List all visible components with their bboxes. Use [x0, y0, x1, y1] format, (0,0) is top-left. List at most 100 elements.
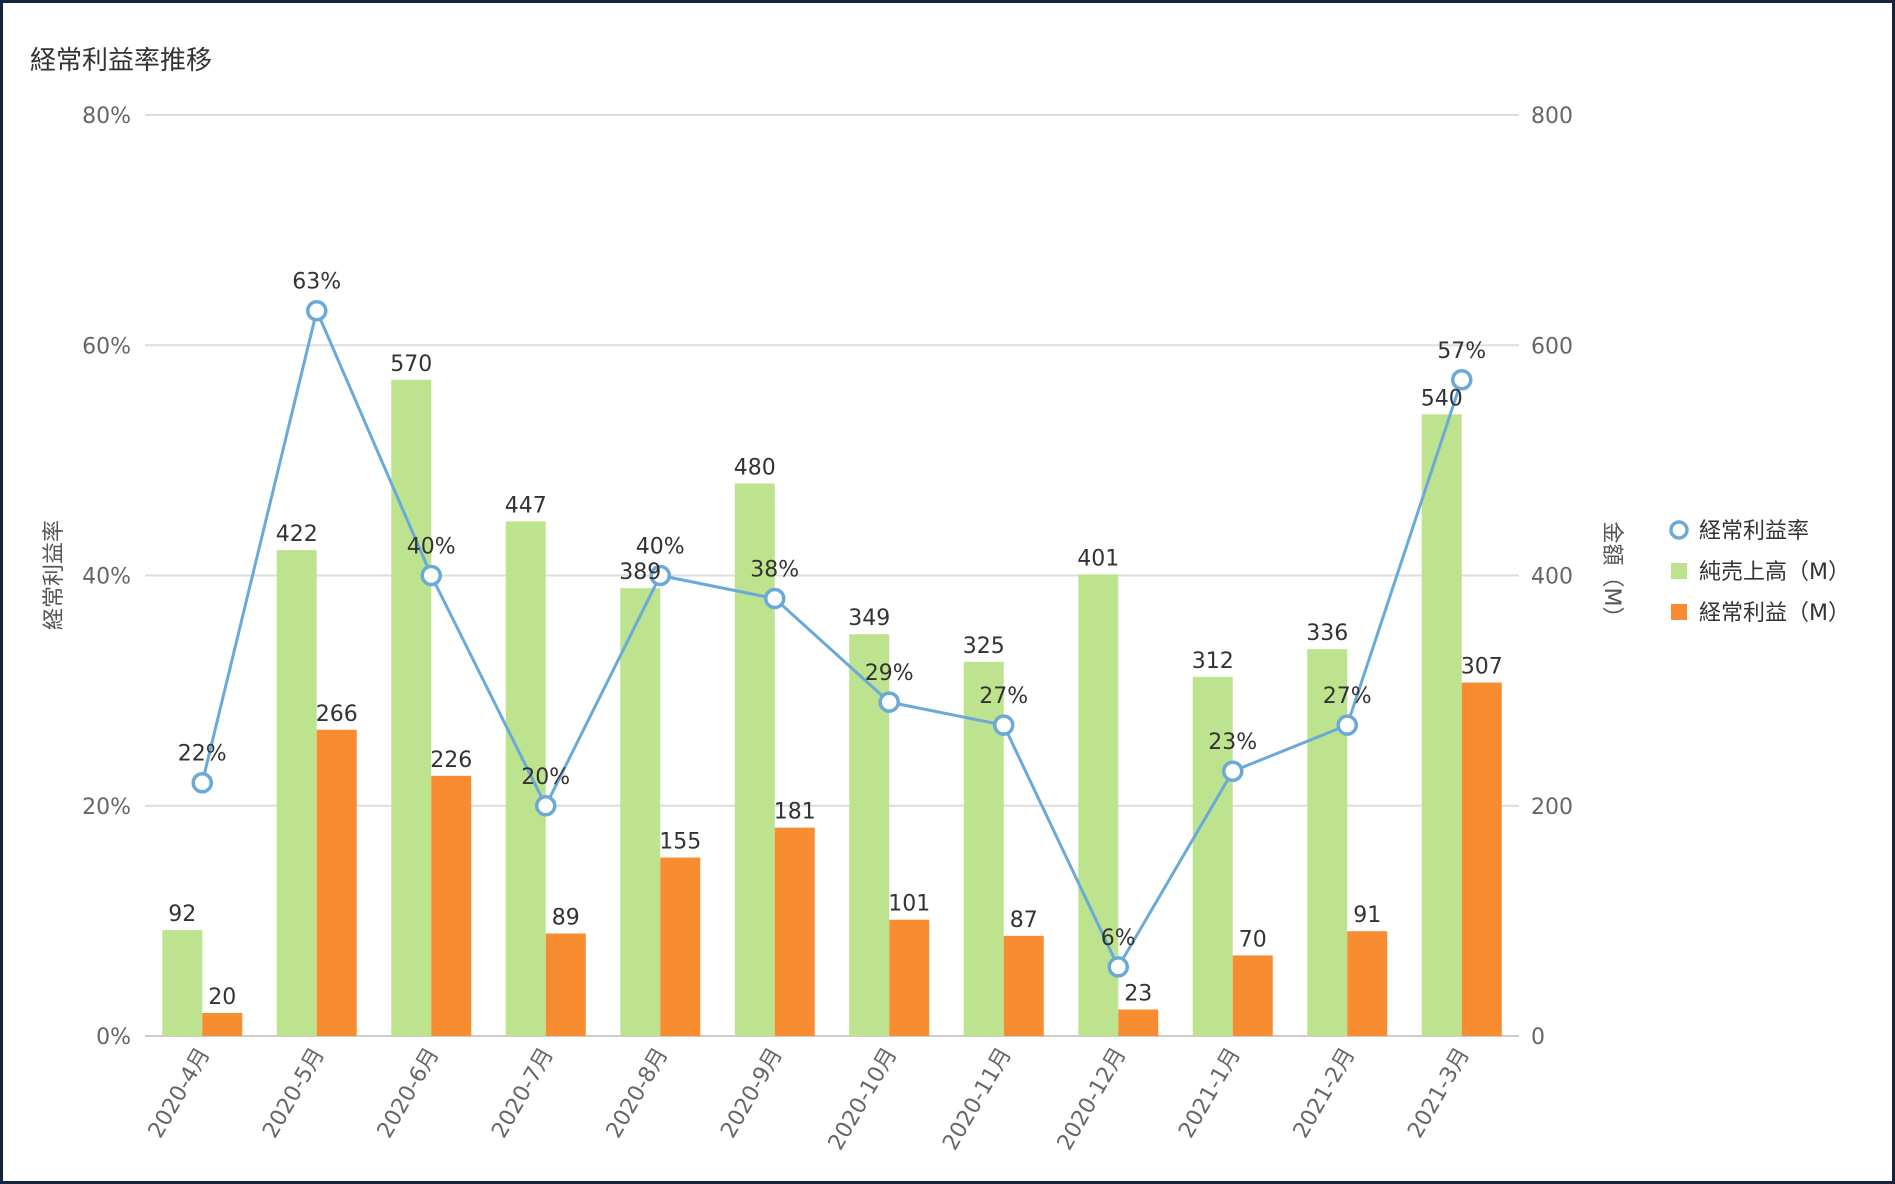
bar-sales: [505, 521, 546, 1036]
rate-point-label: 6%: [1101, 926, 1136, 951]
rate-point: [420, 564, 442, 587]
bar-profit-label: 91: [1353, 903, 1381, 928]
rate-point: [1107, 956, 1129, 978]
rate-point: [878, 691, 900, 713]
bar-sales-label: 336: [1306, 621, 1348, 646]
x-tick-label: 2020-10月: [824, 1044, 903, 1155]
bar-profit: [545, 933, 586, 1036]
bar-profit-label: 89: [552, 906, 580, 931]
bar-profit: [1461, 682, 1502, 1036]
rate-point: [191, 771, 213, 794]
bars: [162, 379, 1502, 1037]
y-right-tick-label: 600: [1531, 334, 1573, 359]
rate-point-label: 27%: [1323, 684, 1372, 709]
rate-point: [1336, 714, 1358, 736]
rate-point: [306, 299, 328, 322]
rate-point-label: 22%: [178, 742, 227, 767]
bar-sales-label: 540: [1421, 386, 1463, 411]
y-right-tick-label: 800: [1531, 104, 1573, 129]
bar-profit-label: 155: [659, 830, 701, 855]
bar-profit-label: 226: [430, 748, 472, 773]
bar-sales-label: 401: [1077, 546, 1119, 571]
grid: [145, 114, 1519, 1037]
rate-line-path: [200, 306, 1464, 971]
bar-profit: [1347, 931, 1388, 1036]
x-tick-label: 2020-8月: [602, 1044, 674, 1143]
chart-canvas: 経常利益率推移 92 20 422 266 570 226 447 89 389 155 480 18…: [30, 46, 1850, 1155]
bar-profit-label: 87: [1010, 908, 1038, 933]
bar-sales: [1307, 649, 1348, 1036]
bar-sales-label: 92: [168, 902, 196, 927]
y-left-tick-label: 80%: [82, 104, 131, 129]
bar-profit-label: 20: [208, 985, 236, 1010]
rate-point-label: 40%: [636, 535, 685, 560]
bar-profit: [1003, 935, 1044, 1036]
bar-profit-label: 266: [316, 702, 358, 727]
legend-label: 経常利益（M）: [1699, 601, 1850, 626]
y-right-tick-label: 200: [1531, 795, 1573, 820]
bar-sales: [276, 550, 317, 1036]
rate-point-label: 29%: [865, 661, 914, 686]
data-labels: 92 20 422 266 570 226 447 89 389 155 480 181 349 101 3…: [168, 270, 1503, 1010]
rate-point-label: 27%: [979, 684, 1028, 709]
bar-sales-label: 447: [505, 493, 547, 518]
x-tick-label: 2020-5月: [258, 1044, 330, 1143]
bar-profit-label: 70: [1239, 927, 1267, 952]
rate-point: [649, 564, 671, 587]
bar-sales-label: 570: [390, 352, 432, 377]
bar-sales-label: 312: [1192, 649, 1234, 674]
bar-profit: [431, 775, 472, 1036]
rate-point: [535, 795, 557, 817]
x-tick-label: 2021-1月: [1174, 1044, 1246, 1143]
bar-sales-label: 325: [963, 634, 1005, 659]
x-tick-label: 2020-6月: [373, 1044, 445, 1143]
bar-profit: [1232, 955, 1273, 1036]
bar-sales-label: 389: [619, 560, 661, 585]
legend-marker-square: [1671, 563, 1687, 579]
bar-sales-label: 480: [734, 455, 776, 480]
x-tick-label: 2020-4月: [144, 1044, 216, 1143]
bar-profit-label: 23: [1124, 982, 1152, 1007]
bar-sales: [1421, 414, 1462, 1036]
x-tick-label: 2021-3月: [1403, 1044, 1475, 1143]
bar-sales: [162, 930, 203, 1036]
y-left-tick-label: 0%: [96, 1025, 131, 1050]
bar-sales: [391, 379, 432, 1037]
bar-profit: [1118, 1009, 1159, 1036]
y-left-tick-label: 60%: [82, 334, 131, 359]
rate-point-label: 40%: [407, 535, 456, 560]
bar-profit-label: 181: [774, 800, 816, 825]
rate-point-label: 20%: [521, 765, 570, 790]
bar-profit: [660, 857, 701, 1036]
rate-point: [1451, 369, 1473, 391]
legend-label: 経常利益率: [1699, 519, 1809, 544]
y-right-tick-label: 0: [1531, 1025, 1545, 1050]
y-right-tick-label: 400: [1531, 565, 1573, 590]
y-right-axis-title: 金額（M）: [1599, 522, 1624, 629]
legend-marker-square: [1671, 604, 1687, 620]
bar-profit: [316, 729, 357, 1036]
bar-sales-label: 422: [276, 522, 318, 547]
rate-point-label: 57%: [1437, 339, 1486, 364]
y-left-tick-label: 20%: [82, 795, 131, 820]
rate-point-label: 23%: [1208, 730, 1257, 755]
bar-profit-label: 101: [888, 892, 930, 917]
x-tick-label: 2020-9月: [716, 1044, 788, 1143]
rate-point-label: 63%: [292, 270, 341, 295]
y-left-axis-title: 経常利益率: [42, 520, 67, 630]
rate-point: [764, 587, 786, 610]
y-left-tick-label: 40%: [82, 565, 131, 590]
bar-sales-label: 349: [848, 606, 890, 631]
bar-sales: [1192, 676, 1233, 1036]
legend-marker-circle: [1669, 520, 1689, 540]
chart-title: 経常利益率推移: [30, 46, 212, 76]
rate-point: [993, 714, 1015, 736]
chart-panel: 経常利益率推移 92 20 422 266 570 226 447 89 389 155 480 18…: [3, 3, 1892, 1181]
x-tick-label: 2020-11月: [938, 1044, 1017, 1155]
bar-sales: [620, 588, 661, 1036]
x-tick-label: 2020-7月: [487, 1044, 559, 1143]
bar-profit: [889, 919, 930, 1036]
bar-profit-label: 307: [1461, 655, 1503, 680]
rate-point: [1222, 760, 1244, 782]
